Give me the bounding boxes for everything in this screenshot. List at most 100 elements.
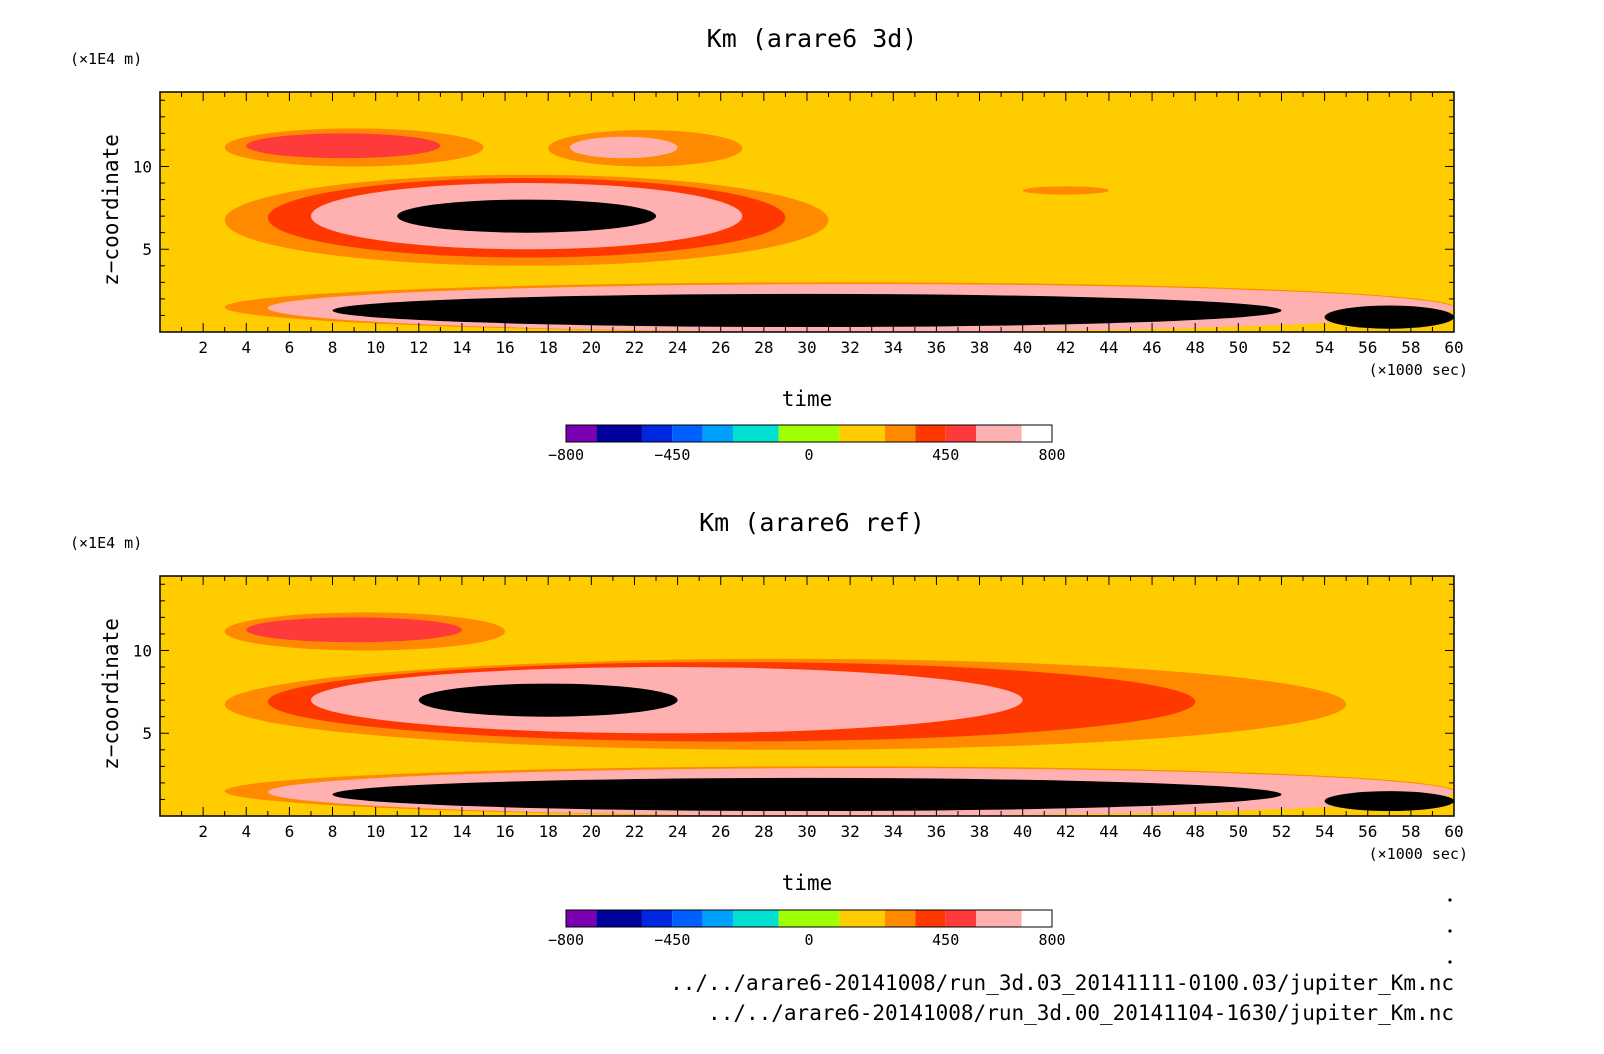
chart-panel: Km (arare6 3d)(×1E4 m)2 4 6 8 10 12 14 16 18 20 22… bbox=[70, 24, 1468, 464]
x-tick-label: 54 bbox=[1315, 822, 1334, 841]
x-tick-label: 38 bbox=[970, 338, 989, 357]
contour-region bbox=[569, 136, 678, 159]
x-tick-label: 28 bbox=[754, 338, 773, 357]
x-axis-label: time bbox=[782, 871, 833, 895]
colorbar-tick-label: −800 bbox=[548, 446, 584, 464]
y-tick-label: 5 bbox=[142, 724, 152, 743]
x-tick-label: 30 bbox=[797, 822, 816, 841]
x-tick-label: 20 bbox=[582, 822, 601, 841]
x-tick-label: 18 bbox=[539, 822, 558, 841]
x-tick-label: 4 bbox=[241, 822, 251, 841]
colorbar-swatch bbox=[778, 910, 840, 927]
colorbar: −800 −450 0 450 800 bbox=[548, 424, 1066, 464]
plot-area bbox=[160, 576, 1454, 816]
x-tick-label: 16 bbox=[495, 338, 514, 357]
footnote-path: ../../arare6-20141008/run_3d.03_20141111… bbox=[670, 971, 1454, 995]
x-tick-label: 32 bbox=[841, 822, 860, 841]
contour-region bbox=[418, 683, 678, 717]
colorbar-swatch bbox=[884, 425, 916, 442]
colorbar-swatch bbox=[839, 910, 885, 927]
x-tick-label: 60 bbox=[1444, 338, 1463, 357]
contour-region bbox=[332, 293, 1282, 328]
x-tick-label: 36 bbox=[927, 822, 946, 841]
colorbar-swatch bbox=[672, 910, 703, 927]
chart-title: Km (arare6 3d) bbox=[707, 24, 918, 53]
y-unit-label: (×1E4 m) bbox=[70, 50, 142, 68]
colorbar-swatch bbox=[702, 910, 734, 927]
colorbar: −800 −450 0 450 800 bbox=[548, 909, 1066, 949]
colorbar-swatch bbox=[641, 425, 673, 442]
colorbar-frame bbox=[565, 424, 1053, 443]
colorbar-tick-label: 450 bbox=[932, 446, 959, 464]
x-tick-label: 44 bbox=[1099, 338, 1118, 357]
x-tick-label: 32 bbox=[841, 338, 860, 357]
chart-title: Km (arare6 ref) bbox=[699, 508, 925, 537]
chart-panel: Km (arare6 ref)(×1E4 m)2 4 6 8 10 12 14 16 18 20 2… bbox=[70, 508, 1468, 949]
x-tick-label: 56 bbox=[1358, 822, 1377, 841]
x-tick-label: 40 bbox=[1013, 338, 1032, 357]
colorbar-swatch bbox=[566, 910, 597, 927]
colorbar-swatch bbox=[884, 910, 916, 927]
x-tick-label: 48 bbox=[1186, 338, 1205, 357]
x-tick-label: 20 bbox=[582, 338, 601, 357]
colorbar-swatch bbox=[733, 425, 779, 442]
x-tick-label: 24 bbox=[668, 338, 687, 357]
contour-region bbox=[332, 777, 1282, 812]
colorbar-swatch bbox=[596, 425, 642, 442]
colorbar-swatch bbox=[839, 425, 885, 442]
x-tick-label: 54 bbox=[1315, 338, 1334, 357]
x-tick-label: 36 bbox=[927, 338, 946, 357]
marker-dot bbox=[1448, 898, 1452, 902]
x-tick-label: 18 bbox=[539, 338, 558, 357]
contour-region bbox=[1324, 791, 1454, 812]
x-tick-label: 2 bbox=[198, 338, 208, 357]
x-axis-label: time bbox=[782, 387, 833, 411]
x-tick-label: 60 bbox=[1444, 822, 1463, 841]
plot-area bbox=[160, 92, 1454, 332]
colorbar-tick-label: −800 bbox=[548, 931, 584, 949]
x-tick-label: 40 bbox=[1013, 822, 1032, 841]
x-tick-label: 52 bbox=[1272, 338, 1291, 357]
x-unit-label: (×1000 sec) bbox=[1369, 845, 1468, 863]
x-tick-label: 56 bbox=[1358, 338, 1377, 357]
x-tick-label: 26 bbox=[711, 822, 730, 841]
colorbar-swatch bbox=[915, 910, 946, 927]
x-tick-label: 12 bbox=[409, 338, 428, 357]
x-tick-label: 46 bbox=[1142, 338, 1161, 357]
y-tick-label: 10 bbox=[133, 157, 152, 176]
x-tick-label: 24 bbox=[668, 822, 687, 841]
contour-region bbox=[397, 199, 657, 233]
colorbar-tick-label: 0 bbox=[804, 446, 813, 464]
colorbar-tick-label: −450 bbox=[654, 446, 690, 464]
colorbar-swatch bbox=[976, 425, 1022, 442]
x-tick-label: 12 bbox=[409, 822, 428, 841]
x-tick-label: 22 bbox=[625, 822, 644, 841]
x-tick-label: 30 bbox=[797, 338, 816, 357]
x-tick-label: 50 bbox=[1229, 822, 1248, 841]
colorbar-swatch bbox=[672, 425, 703, 442]
colorbar-swatch bbox=[945, 425, 977, 442]
colorbar-swatch bbox=[641, 910, 673, 927]
footnote-path: ../../arare6-20141008/run_3d.00_20141104… bbox=[708, 1001, 1454, 1025]
x-tick-label: 10 bbox=[366, 338, 385, 357]
y-axis-label: z−coordinate bbox=[99, 618, 123, 770]
x-tick-label: 50 bbox=[1229, 338, 1248, 357]
x-tick-label: 58 bbox=[1401, 338, 1420, 357]
colorbar-frame bbox=[565, 909, 1053, 928]
x-tick-label: 26 bbox=[711, 338, 730, 357]
x-tick-label: 44 bbox=[1099, 822, 1118, 841]
x-tick-label: 14 bbox=[452, 338, 471, 357]
colorbar-swatch bbox=[733, 910, 779, 927]
x-tick-label: 14 bbox=[452, 822, 471, 841]
x-tick-label: 42 bbox=[1056, 338, 1075, 357]
x-tick-label: 16 bbox=[495, 822, 514, 841]
contour-region bbox=[1324, 305, 1454, 329]
x-tick-label: 22 bbox=[625, 338, 644, 357]
x-tick-label: 10 bbox=[366, 822, 385, 841]
x-tick-label: 4 bbox=[241, 338, 251, 357]
x-tick-label: 2 bbox=[198, 822, 208, 841]
colorbar-tick-label: 0 bbox=[804, 931, 813, 949]
colorbar-swatch bbox=[702, 425, 734, 442]
x-tick-label: 6 bbox=[285, 822, 295, 841]
